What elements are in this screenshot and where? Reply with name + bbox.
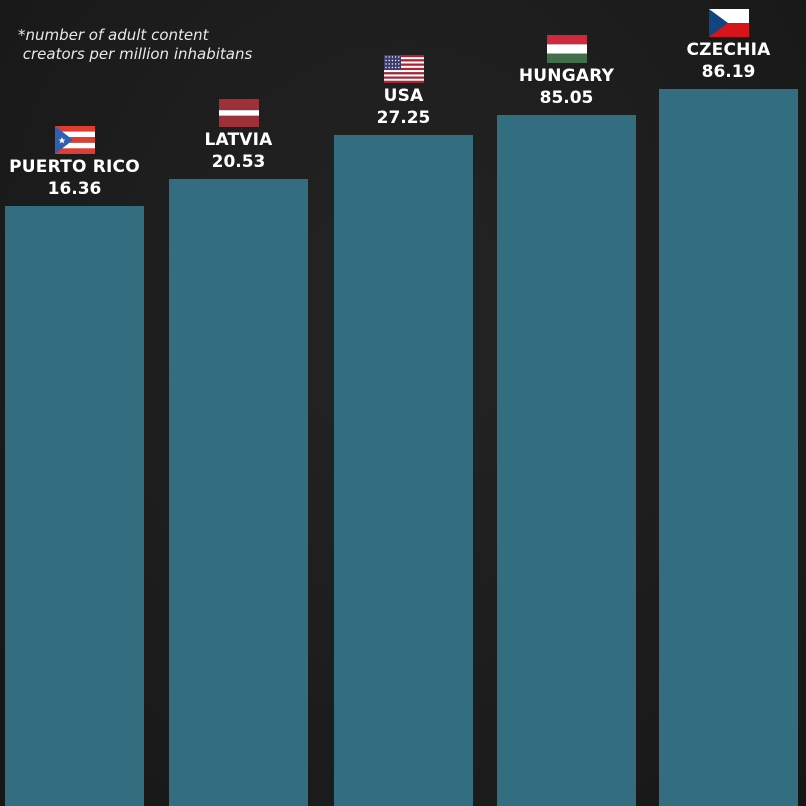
- bar-czechia: [659, 89, 798, 806]
- chart-footnote: *number of adult content creators per mi…: [18, 26, 253, 63]
- bar-label-group: CZECHIA 86.19: [639, 9, 806, 83]
- bar-usa: [334, 135, 473, 806]
- bar-label-group: LATVIA 20.53: [149, 99, 328, 173]
- category-label: LATVIA: [204, 130, 273, 150]
- bar-label-group: PUERTO RICO 16.36: [0, 126, 164, 200]
- category-label: PUERTO RICO: [9, 157, 140, 177]
- value-label: 85.05: [539, 88, 594, 108]
- value-label: 20.53: [211, 152, 266, 172]
- bar-puerto-rico: [5, 206, 144, 806]
- latvia-flag-icon: [218, 99, 259, 127]
- usa-flag-icon: [383, 55, 424, 83]
- bar-label-group: HUNGARY 85.05: [477, 35, 656, 109]
- bar-label-group: USA 27.25: [314, 55, 493, 129]
- hungary-flag-icon: [546, 35, 587, 63]
- czechia-flag-icon: [708, 9, 749, 37]
- category-label: HUNGARY: [518, 66, 615, 86]
- value-label: 27.25: [376, 108, 431, 128]
- category-label: USA: [383, 86, 424, 106]
- bar-latvia: [169, 179, 308, 806]
- value-label: 16.36: [47, 179, 102, 199]
- value-label: 86.19: [701, 62, 756, 82]
- bar-hungary: [497, 115, 636, 806]
- category-label: CZECHIA: [686, 40, 771, 60]
- puerto-rico-flag-icon: [54, 126, 95, 154]
